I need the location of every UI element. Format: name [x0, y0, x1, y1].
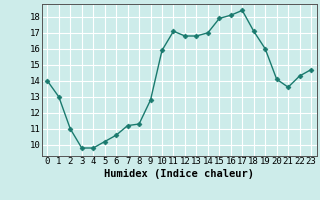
X-axis label: Humidex (Indice chaleur): Humidex (Indice chaleur) [104, 169, 254, 179]
